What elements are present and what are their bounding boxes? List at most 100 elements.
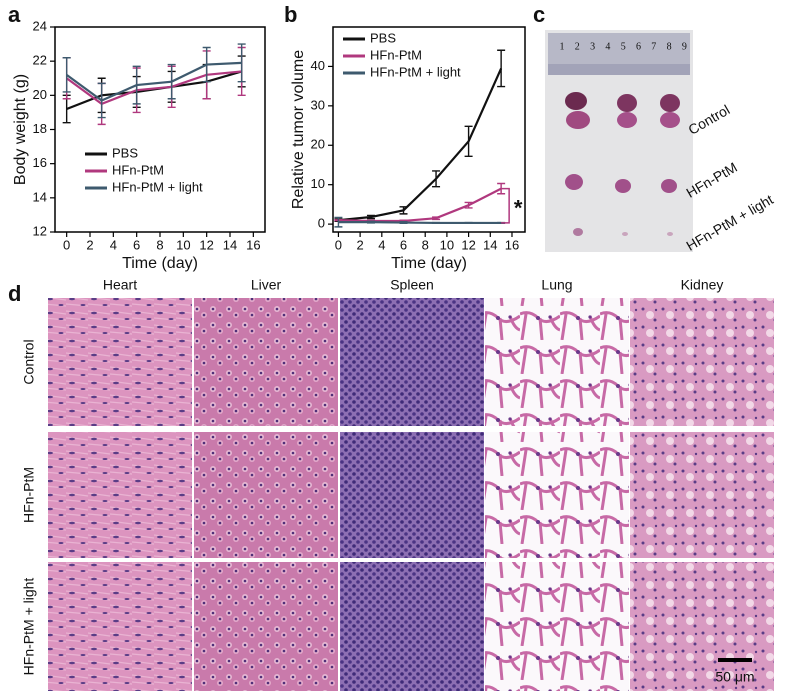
ruler-number: 2 bbox=[575, 41, 580, 52]
error-bar bbox=[97, 82, 106, 119]
legend-label: HFn-PtM bbox=[370, 47, 422, 62]
error-bar bbox=[464, 125, 473, 158]
annotation: * bbox=[514, 196, 523, 221]
histology-image bbox=[48, 432, 192, 558]
x-tick-label: 14 bbox=[223, 237, 237, 252]
panel-label: a bbox=[8, 2, 21, 27]
error-bar bbox=[366, 220, 375, 224]
x-axis-title: Time (day) bbox=[122, 255, 198, 272]
y-tick-label: 14 bbox=[33, 189, 47, 204]
significance-bracket bbox=[501, 187, 510, 224]
x-tick-label: 4 bbox=[378, 237, 385, 252]
x-tick-label: 12 bbox=[199, 237, 213, 252]
y-axis-title: Relative tumor volume bbox=[290, 50, 307, 209]
histology-image bbox=[340, 432, 484, 558]
histology-image bbox=[485, 562, 629, 691]
y-tick-label: 40 bbox=[311, 58, 325, 73]
x-tick-label: 0 bbox=[63, 237, 70, 252]
series-line bbox=[338, 221, 502, 225]
error-bar bbox=[432, 170, 441, 188]
panel-label: d bbox=[8, 281, 21, 306]
error-bar bbox=[464, 201, 473, 209]
y-tick-label: 30 bbox=[311, 97, 325, 112]
ruler-number: 6 bbox=[636, 41, 641, 52]
x-tick-label: 8 bbox=[156, 237, 163, 252]
legend-label: PBS bbox=[370, 30, 396, 45]
y-tick-label: 22 bbox=[33, 53, 47, 68]
legend-label: HFn-PtM + light bbox=[370, 64, 461, 79]
y-tick-label: 20 bbox=[311, 137, 325, 152]
x-tick-label: 14 bbox=[483, 237, 497, 252]
histology-image bbox=[630, 432, 774, 558]
ruler-number: 9 bbox=[682, 41, 687, 52]
y-tick-label: 0 bbox=[318, 216, 325, 231]
plot-frame bbox=[332, 26, 526, 233]
ruler-number: 5 bbox=[621, 41, 626, 52]
ruler-number: 1 bbox=[560, 41, 565, 52]
x-tick-label: 2 bbox=[357, 237, 364, 252]
error-bar bbox=[167, 63, 176, 100]
histology-image bbox=[630, 562, 774, 691]
column-header: Heart bbox=[103, 277, 137, 293]
panel-label: c bbox=[533, 2, 545, 27]
histology-image bbox=[630, 298, 774, 426]
column-header: Kidney bbox=[681, 277, 724, 293]
x-tick-label: 8 bbox=[422, 237, 429, 252]
error-bar bbox=[432, 216, 441, 221]
series-line bbox=[66, 61, 242, 102]
histology-image bbox=[340, 562, 484, 691]
error-bar bbox=[399, 206, 408, 215]
row-label: HFn-PtM + light bbox=[21, 578, 37, 676]
row-label: Control bbox=[21, 339, 37, 384]
ruler-number: 3 bbox=[590, 41, 595, 52]
y-tick-label: 24 bbox=[33, 18, 47, 33]
x-tick-label: 2 bbox=[86, 237, 93, 252]
y-tick-label: 16 bbox=[33, 155, 47, 170]
error-bar bbox=[399, 221, 408, 225]
column-header: Liver bbox=[251, 277, 282, 293]
histology-image bbox=[194, 562, 338, 691]
x-tick-label: 16 bbox=[246, 237, 260, 252]
series-line bbox=[66, 70, 242, 106]
error-bar bbox=[432, 221, 441, 225]
legend-label: HFn-PtM bbox=[112, 162, 164, 177]
x-tick-label: 6 bbox=[400, 237, 407, 252]
ruler-number: 8 bbox=[667, 41, 672, 52]
y-tick-label: 20 bbox=[33, 87, 47, 102]
row-label: HFn-PtM bbox=[21, 467, 37, 523]
ruler-number: 7 bbox=[651, 41, 656, 52]
legend-label: HFn-PtM + light bbox=[112, 179, 203, 194]
x-axis-title: Time (day) bbox=[391, 255, 467, 272]
column-header: Spleen bbox=[390, 277, 434, 293]
series-line bbox=[66, 70, 242, 111]
error-bar bbox=[202, 46, 211, 83]
x-tick-label: 10 bbox=[176, 237, 190, 252]
x-tick-label: 6 bbox=[133, 237, 140, 252]
error-bar bbox=[464, 221, 473, 225]
histology-image bbox=[194, 432, 338, 558]
y-tick-label: 10 bbox=[311, 176, 325, 191]
histology-image bbox=[48, 562, 192, 691]
error-bar bbox=[366, 214, 375, 220]
panel-label: b bbox=[284, 2, 297, 27]
y-axis-title: Body weight (g) bbox=[12, 74, 29, 185]
legend-label: PBS bbox=[112, 145, 138, 160]
error-bar bbox=[62, 57, 71, 93]
x-tick-label: 4 bbox=[110, 237, 117, 252]
series-line bbox=[338, 67, 503, 222]
error-bar bbox=[497, 49, 506, 88]
x-tick-label: 0 bbox=[335, 237, 342, 252]
histology-image bbox=[48, 298, 192, 426]
histology-image bbox=[485, 298, 629, 426]
histology-image bbox=[485, 432, 629, 558]
scale-bar-label: 50 μm bbox=[715, 669, 754, 685]
tumor-photo bbox=[545, 30, 693, 252]
histology-image bbox=[194, 298, 338, 426]
column-header: Lung bbox=[541, 277, 572, 293]
histology-image bbox=[340, 298, 484, 426]
series-line bbox=[338, 187, 502, 223]
x-tick-label: 16 bbox=[505, 237, 519, 252]
ruler-number: 4 bbox=[605, 41, 610, 52]
error-bar bbox=[334, 216, 343, 228]
